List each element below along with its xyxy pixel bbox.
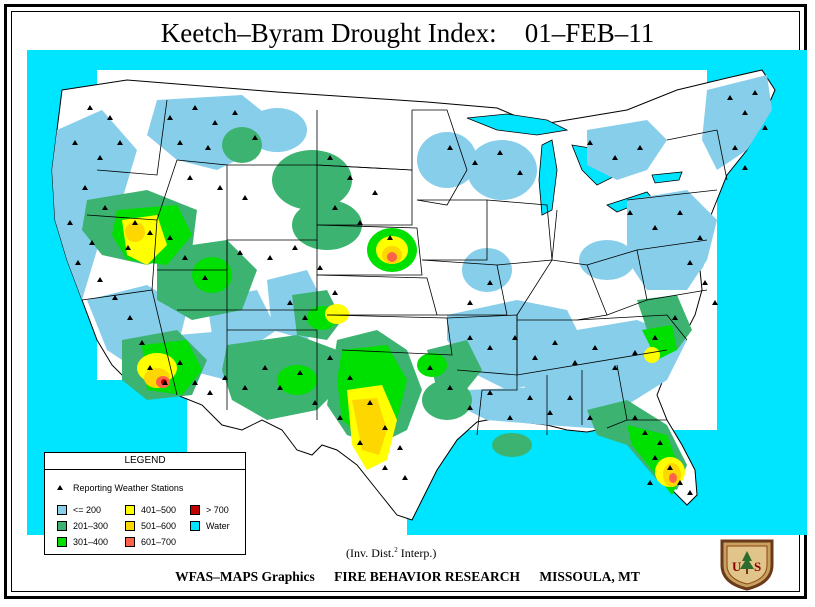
legend-label: 401–500 — [141, 505, 177, 515]
legend-swatch — [125, 505, 135, 515]
lake-superior — [466, 113, 569, 136]
legend-swatch — [190, 505, 200, 515]
legend-swatch — [125, 521, 135, 531]
legend-swatch — [57, 537, 67, 547]
legend-swatch — [57, 521, 67, 531]
legend-label: 501–600 — [141, 521, 177, 531]
legend-stations-label: Reporting Weather Stations — [73, 483, 184, 493]
legend-swatch — [57, 505, 67, 515]
station-triangle-icon — [57, 485, 63, 490]
legend-label: <= 200 — [73, 505, 102, 515]
legend-heading: LEGEND — [45, 453, 245, 470]
forest-service-shield-icon: U S — [718, 535, 776, 591]
legend-label: 201–300 — [73, 521, 109, 531]
footer-right: MISSOULA, MT — [539, 569, 640, 584]
legend-swatch — [190, 521, 200, 531]
title-main: Keetch–Byram Drought Index: — [160, 18, 497, 48]
lake-ontario — [651, 171, 683, 184]
interpolation-note: (Inv. Dist.2 Interp.) — [346, 546, 436, 561]
legend-label: 301–400 — [73, 537, 109, 547]
legend-swatch — [125, 537, 135, 547]
interp-suffix: Interp.) — [397, 546, 437, 560]
legend-label: 601–700 — [141, 537, 177, 547]
title-date: 01–FEB–11 — [524, 18, 655, 48]
legend-label: Water — [206, 521, 230, 531]
footer-left: WFAS–MAPS Graphics — [175, 569, 315, 584]
legend-stations-row: Reporting Weather Stations — [57, 483, 184, 493]
logo-text-s: S — [754, 559, 761, 574]
state-boundaries — [81, 99, 728, 436]
lake-michigan — [538, 139, 558, 216]
legend-box: LEGEND Reporting Weather Stations <= 200… — [44, 452, 246, 555]
reporting-weather-stations — [67, 90, 768, 495]
legend-label: > 700 — [206, 505, 229, 515]
logo-text: U — [732, 559, 742, 574]
footer-credits: WFAS–MAPS Graphics FIRE BEHAVIOR RESEARC… — [0, 569, 815, 585]
interp-exponent: 2 — [394, 546, 398, 554]
footer-center: FIRE BEHAVIOR RESEARCH — [334, 569, 520, 584]
interp-prefix: (Inv. Dist. — [346, 546, 395, 560]
map-title: Keetch–Byram Drought Index: 01–FEB–11 — [0, 18, 815, 49]
canada-water — [67, 50, 727, 70]
